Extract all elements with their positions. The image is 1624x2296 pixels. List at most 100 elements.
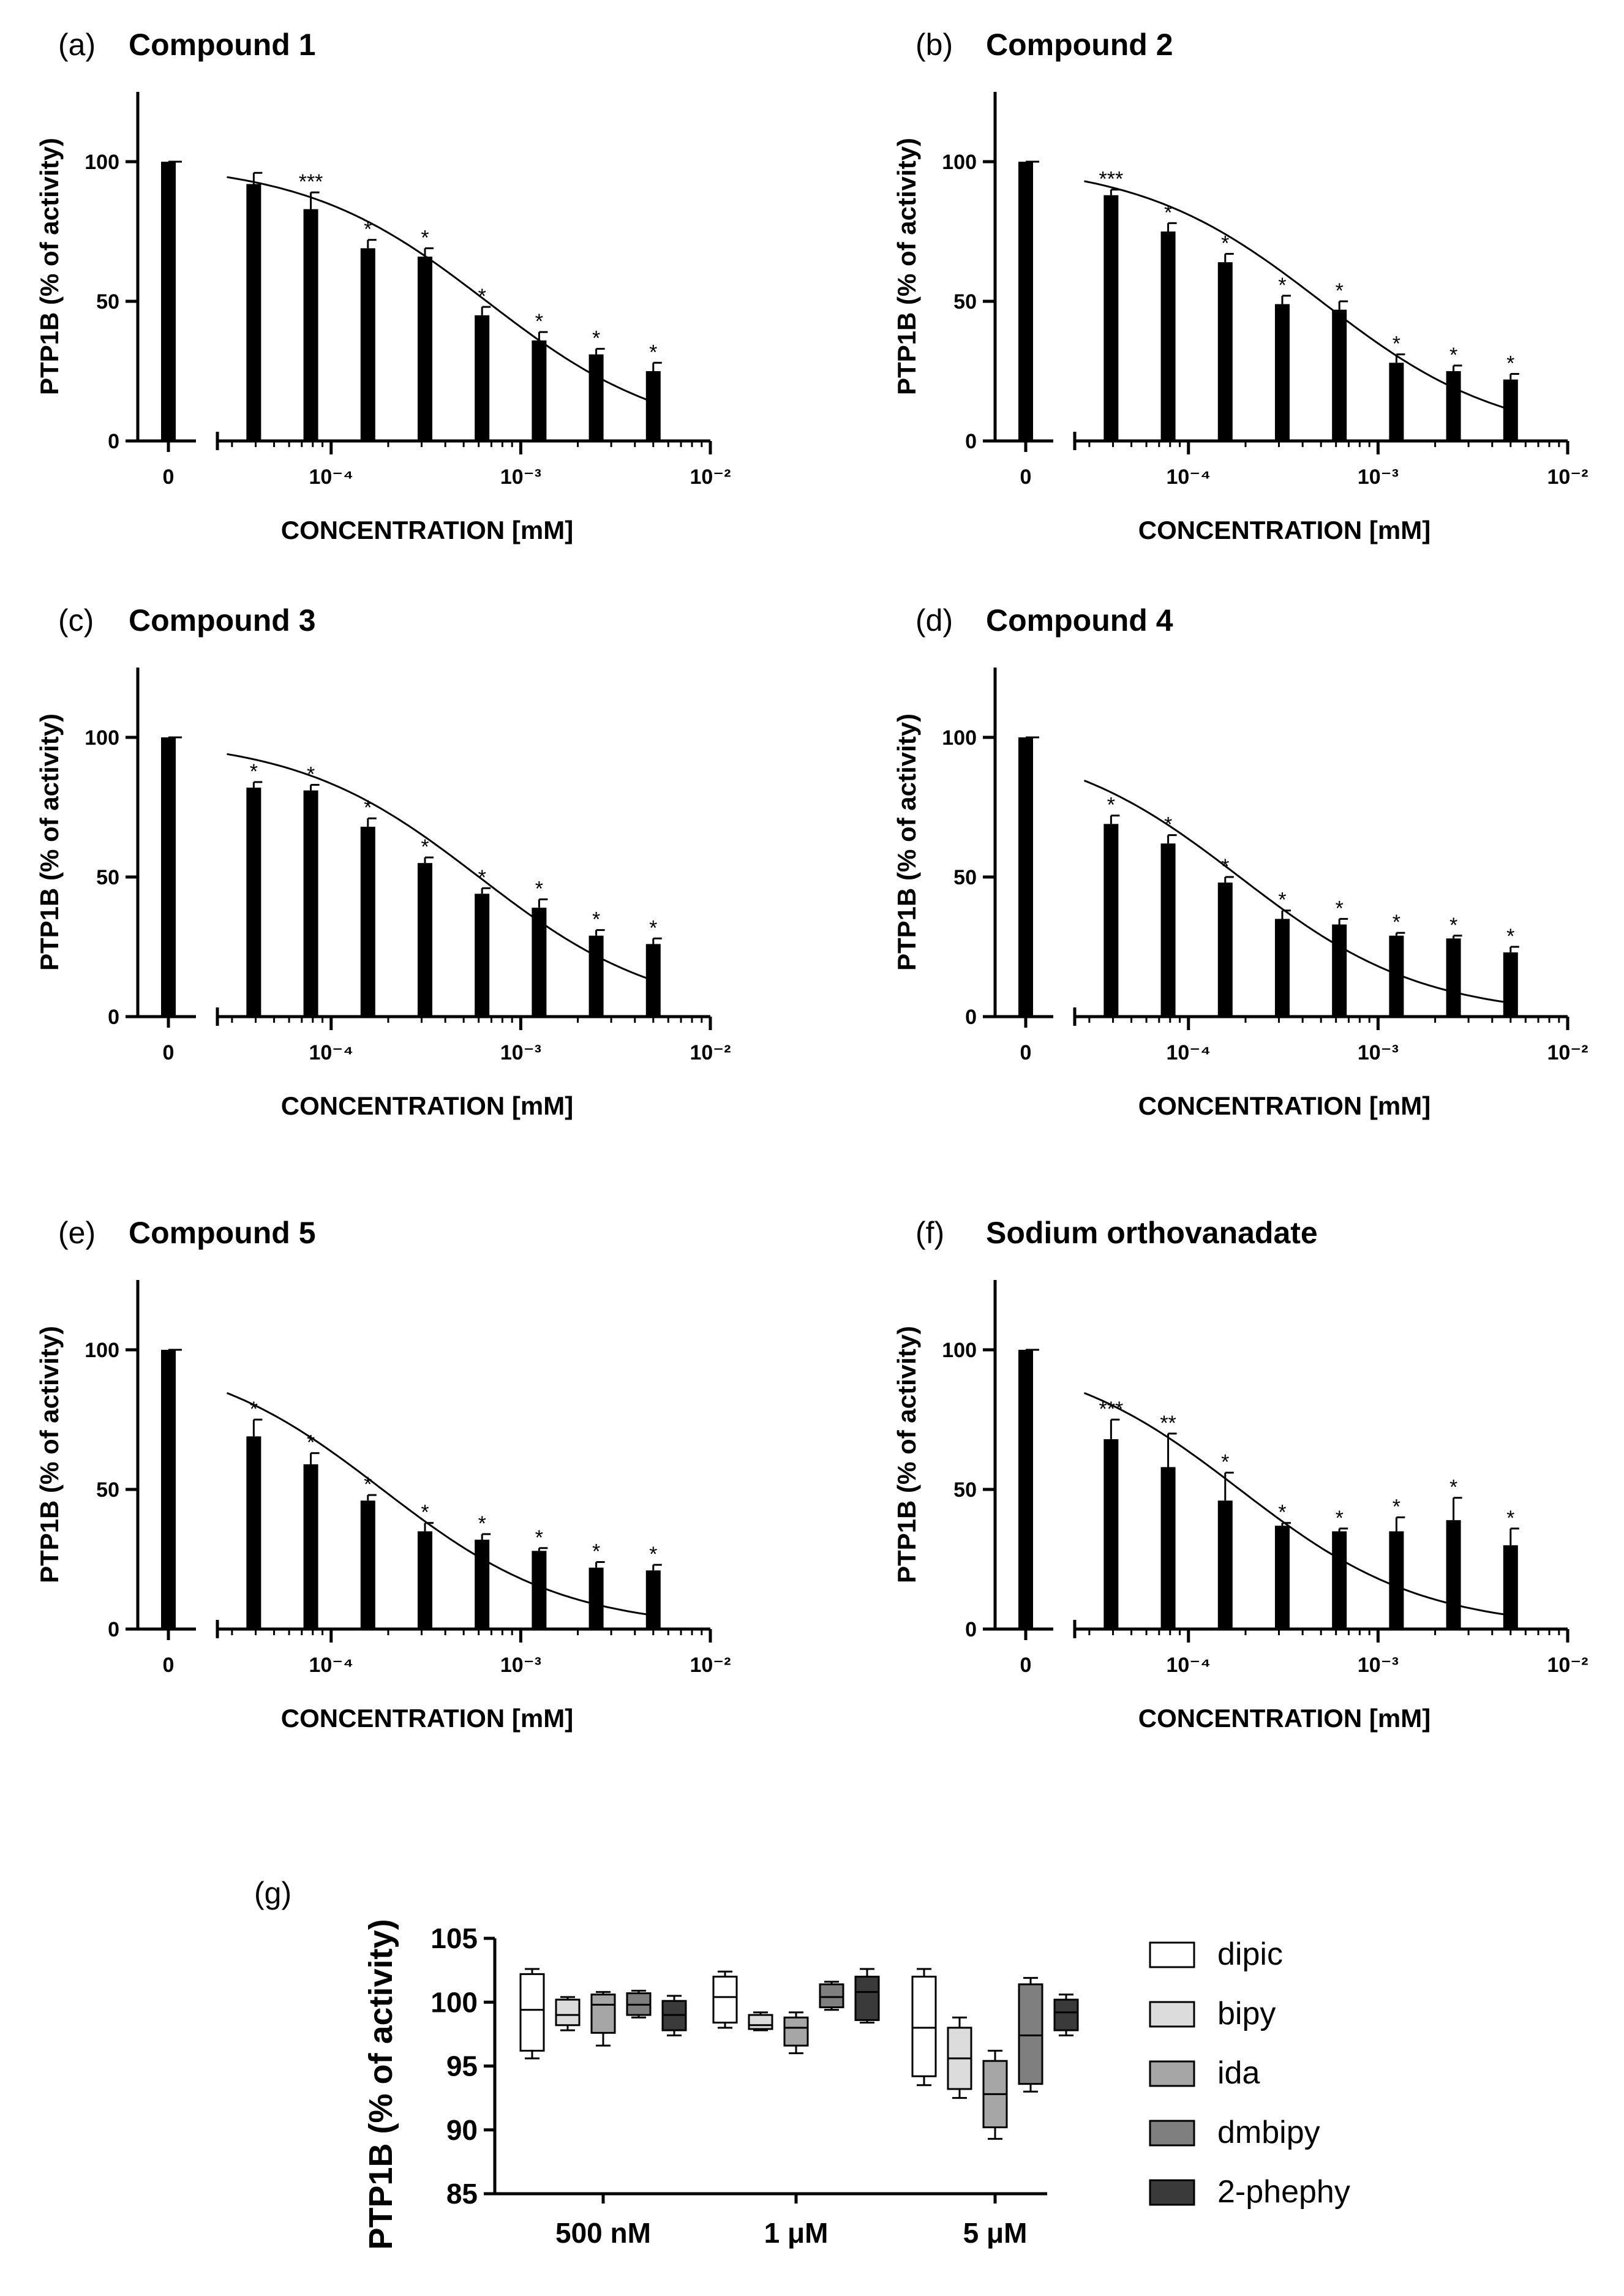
x-tick-label-m4: 10⁻⁴ <box>309 1041 353 1064</box>
y-tick-label: 100 <box>85 1339 119 1362</box>
y-tick-label: 100 <box>85 726 119 750</box>
x-tick-label-m2: 10⁻² <box>1547 1654 1588 1677</box>
significance-marker: * <box>1336 279 1344 303</box>
significance-marker: *** <box>299 170 323 194</box>
y-tick-label: 100 <box>85 151 119 174</box>
legend-swatch-2-phephy <box>1149 2179 1195 2206</box>
significance-marker: ** <box>1160 1412 1176 1435</box>
data-bar <box>1446 1520 1461 1629</box>
panel-title: Compound 5 <box>129 1216 316 1250</box>
y-tick-label: 50 <box>96 866 119 889</box>
data-bar <box>475 315 490 441</box>
y-axis-label: PTP1B (% of activity) <box>363 1919 399 2249</box>
control-bar <box>1018 737 1033 1017</box>
y-tick-label: 50 <box>953 866 977 889</box>
x-axis-label: CONCENTRATION [mM] <box>281 1704 574 1733</box>
x-tick-label-m3: 10⁻³ <box>1358 1041 1399 1064</box>
data-bar <box>532 340 547 441</box>
x-axis-label: CONCENTRATION [mM] <box>281 1091 574 1120</box>
y-tick-label: 105 <box>430 1922 478 1954</box>
data-bar <box>475 894 490 1017</box>
data-bar <box>1332 1531 1347 1629</box>
x-axis-label: CONCENTRATION [mM] <box>281 516 574 544</box>
data-bar <box>1217 262 1233 441</box>
significance-marker: * <box>1393 1496 1400 1519</box>
y-tick-label: 100 <box>942 726 977 750</box>
y-axis-label: PTP1B (% of activity) <box>892 1326 921 1583</box>
data-bar <box>360 248 375 441</box>
box-dipic <box>519 1973 545 2052</box>
data-bar <box>1503 1545 1518 1629</box>
y-tick-label: 0 <box>108 1618 119 1641</box>
data-bar <box>417 863 432 1017</box>
legend-label: bipy <box>1217 1996 1276 2031</box>
significance-marker: * <box>649 1543 657 1566</box>
legend-swatch-bipy <box>1149 2001 1195 2028</box>
panel-label: (d) <box>915 603 953 638</box>
significance-marker: * <box>535 877 543 900</box>
data-bar <box>303 209 318 441</box>
y-axis-label: PTP1B (% of activity) <box>35 1326 64 1583</box>
data-bar <box>1103 195 1119 441</box>
fit-curve <box>227 753 654 982</box>
y-tick-label: 50 <box>96 290 119 314</box>
y-tick-label: 90 <box>446 2114 478 2146</box>
y-tick-label: 95 <box>446 2050 478 2082</box>
data-bar <box>1217 883 1233 1017</box>
data-bar <box>1446 371 1461 441</box>
significance-marker: * <box>1336 897 1344 920</box>
panel-c: (c) Compound 3 0 50 100 PTP1B (% of activity)… <box>35 603 731 1120</box>
y-tick-label: 100 <box>942 151 977 174</box>
data-bar <box>1332 309 1347 441</box>
panel-b: (b) Compound 2 0 50 100 PTP1B (% of activity)… <box>892 28 1588 544</box>
panel-label: (e) <box>58 1216 96 1250</box>
box-2-phephy <box>854 1976 880 2021</box>
x-tick-label: 500 nM <box>555 2217 651 2249</box>
data-bar <box>1274 919 1290 1017</box>
panel-label: (b) <box>915 28 953 62</box>
data-bar <box>303 1464 318 1629</box>
panel-label: (f) <box>915 1216 944 1250</box>
data-bar <box>645 371 661 441</box>
significance-marker: * <box>1278 889 1286 912</box>
data-bar <box>1160 231 1176 441</box>
data-bar <box>1103 824 1119 1017</box>
panel-e: (e) Compound 5 0 50 100 PTP1B (% of activity)… <box>35 1216 731 1733</box>
data-bar <box>1503 952 1518 1017</box>
panel-d: (d) Compound 4 0 50 100 PTP1B (% of activity)… <box>892 603 1588 1120</box>
x-tick-label-m3: 10⁻³ <box>1358 465 1399 489</box>
data-bar <box>532 908 547 1017</box>
y-tick-label: 50 <box>96 1478 119 1502</box>
significance-marker: * <box>1449 1476 1457 1499</box>
data-bar <box>588 935 604 1017</box>
significance-marker: * <box>1393 911 1400 934</box>
x-tick-label-m3: 10⁻³ <box>1358 1654 1399 1677</box>
legend-swatch-ida <box>1149 2060 1195 2087</box>
panel-title: Compound 4 <box>986 603 1173 638</box>
significance-marker: * <box>1221 231 1229 255</box>
y-tick-label: 0 <box>965 430 977 453</box>
significance-marker: * <box>535 310 543 333</box>
x-tick-label-m2: 10⁻² <box>690 1041 731 1064</box>
x-tick-label-m2: 10⁻² <box>690 465 731 489</box>
data-bar <box>1274 1526 1290 1629</box>
legend-label: 2-phephy <box>1217 2174 1350 2210</box>
significance-marker: * <box>1221 1451 1229 1474</box>
significance-marker: * <box>1278 1501 1286 1524</box>
y-tick-label: 100 <box>430 1986 478 2018</box>
panel-title: Sodium orthovanadate <box>986 1216 1318 1250</box>
significance-marker: * <box>250 1398 258 1421</box>
x-tick-label-m4: 10⁻⁴ <box>1166 1041 1211 1064</box>
panel-title: Compound 3 <box>129 603 316 638</box>
data-bar <box>588 1567 604 1629</box>
x-tick-label-m4: 10⁻⁴ <box>1166 465 1211 489</box>
significance-marker: * <box>649 916 657 939</box>
significance-marker: * <box>478 285 486 308</box>
x-tick-label-m3: 10⁻³ <box>500 465 541 489</box>
significance-marker: * <box>250 760 258 783</box>
panel-label: (a) <box>58 28 96 62</box>
control-bar <box>161 737 176 1017</box>
significance-marker: * <box>1506 1507 1514 1530</box>
data-bar <box>1274 304 1290 441</box>
